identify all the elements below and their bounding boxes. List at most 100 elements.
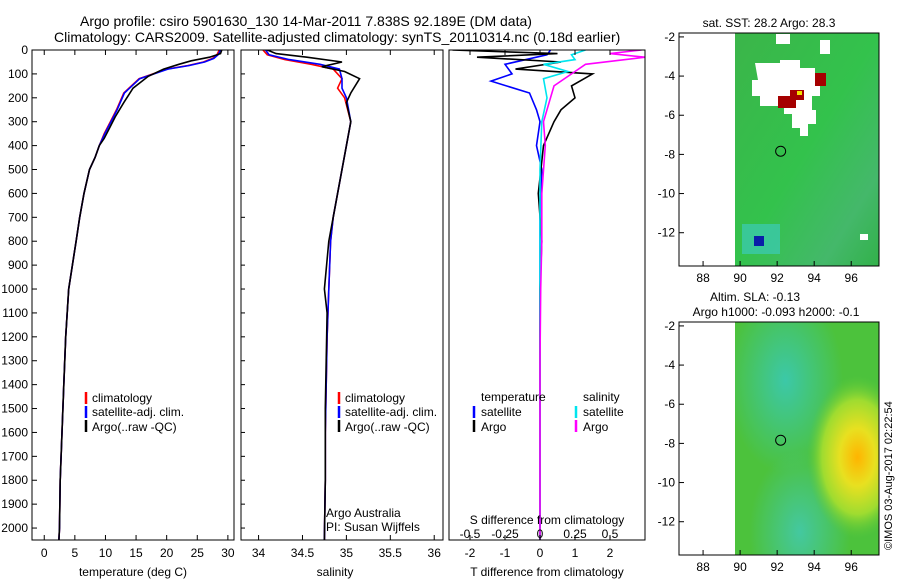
temperature-ytick-label: 1600	[1, 425, 28, 439]
sst_map-ytick-label: -4	[664, 69, 675, 83]
temperature-ytick-label: 900	[8, 258, 28, 272]
salinity-annotation-1: Argo Australia	[326, 506, 401, 520]
temperature-panel: 0100200300400500600700800900100011001200…	[1, 43, 235, 579]
sla_map-xtick-label: 96	[845, 560, 859, 574]
temperature-ytick-label: 1500	[1, 402, 28, 416]
temperature-ytick-label: 1000	[1, 282, 28, 296]
salinity-series-0	[262, 50, 352, 540]
temperature-ytick-label: 2000	[1, 521, 28, 535]
sst_map-xtick-label: 96	[845, 271, 859, 285]
temperature-series-2	[58, 50, 223, 540]
difference-legend-temp-satellite: satellite	[481, 405, 522, 419]
temperature-legend-argo: Argo(..raw -QC)	[92, 420, 177, 434]
temperature-ytick-label: 600	[8, 186, 28, 200]
difference-s-tick-label: 0.25	[563, 527, 587, 541]
temperature-ytick-label: 700	[8, 210, 28, 224]
temperature-xtick-label: 30	[221, 546, 235, 560]
title-line-2: Climatology: CARS2009. Satellite-adjuste…	[54, 29, 620, 45]
sst-map-frame	[678, 32, 880, 267]
sst-argo-marker	[775, 145, 787, 157]
sla_map-xtick-label: 90	[733, 560, 747, 574]
temperature-series-0	[58, 50, 221, 540]
salinity-series-1	[264, 50, 352, 540]
difference-frame	[448, 49, 646, 541]
title-line-1: Argo profile: csiro 5901630_130 14-Mar-2…	[80, 13, 532, 29]
salinity-panel: 34 34.5 35 35.5 36 salinity climatology sate…	[240, 49, 444, 579]
difference-xtick-label: 1	[572, 546, 579, 560]
sla_map-xtick-label: 92	[770, 560, 784, 574]
temperature-ytick-label: 1100	[2, 306, 28, 320]
temperature-xtick-label: 0	[41, 546, 48, 560]
temperature-ytick-label: 1700	[1, 449, 28, 463]
sst_map-xtick-label: 94	[808, 271, 822, 285]
sla_map-ytick-label: -2	[664, 319, 675, 333]
sst_map-ytick-label: -12	[658, 226, 676, 240]
sla_map-xtick-label: 94	[808, 560, 822, 574]
temperature-ytick-label: 1300	[1, 354, 28, 368]
sst_map-xtick-label: 90	[733, 271, 747, 285]
salinity-xlabel: salinity	[317, 565, 354, 579]
difference-s-tick-label: -0.5	[460, 527, 481, 541]
salinity-annotation-2: PI: Susan Wijffels	[326, 520, 420, 534]
temperature-legend-climatology: climatology	[92, 391, 152, 405]
sla-map-title: Altim. SLA: -0.13	[710, 290, 800, 304]
sla-map-subtitle: Argo h1000: -0.093 h2000: -0.1	[693, 305, 860, 319]
sst_map-xtick-label: 92	[770, 271, 784, 285]
salinity-xtick-label: 34.5	[291, 546, 315, 560]
difference-series-1	[452, 50, 596, 540]
salinity-frame	[240, 49, 444, 541]
salinity-legend-argo: Argo(..raw -QC)	[345, 420, 430, 434]
sla-map-frame	[678, 321, 880, 556]
temperature-ytick-label: 0	[21, 43, 28, 57]
sst-warm-patch	[778, 73, 826, 108]
sst-map-panel: sat. SST: 28.2 Argo: 28.3 -2 -4 -6 -8 -10 -12…	[658, 16, 880, 285]
temperature-ytick-label: 1900	[1, 497, 28, 511]
sla_map-ytick-label: -12	[658, 515, 676, 529]
difference-legend-temp-argo: Argo	[481, 420, 507, 434]
temperature-ytick-label: 500	[8, 163, 28, 177]
sst_map-ytick-label: -2	[664, 30, 675, 44]
salinity-legend: climatology satellite-adj. clim. Argo(..…	[337, 391, 437, 434]
difference-xlabel-top: S difference from climatology	[470, 513, 625, 527]
temperature-xlabel: temperature (deg C)	[79, 565, 187, 579]
difference-panel: -2 -1 0 1 2 -0.5 -0.25 0 0.25 0.5 S difference f…	[448, 49, 646, 579]
sst-cool-patch	[742, 224, 868, 254]
temperature-ytick-label: 800	[8, 234, 28, 248]
difference-series-2	[539, 50, 586, 540]
sla_map-ytick-label: -10	[658, 476, 676, 490]
sst_map-xtick-label: 88	[696, 271, 710, 285]
temperature-xtick-label: 20	[160, 546, 174, 560]
salinity-series-2	[266, 50, 361, 540]
temperature-legend-satellite: satellite-adj. clim.	[92, 405, 184, 419]
difference-legend-title-temperature: temperature	[481, 390, 546, 404]
sla_map-ytick-label: -8	[664, 436, 675, 450]
sla-high-anomaly	[735, 322, 879, 555]
difference-s-tick-label: -0.25	[491, 527, 519, 541]
temperature-frame	[31, 49, 235, 541]
temperature-legend: climatology satellite-adj. clim. Argo(..…	[84, 391, 184, 434]
sst_map-ytick-label: -8	[664, 147, 675, 161]
difference-xtick-label: -1	[500, 546, 511, 560]
temperature-ytick-label: 100	[8, 67, 28, 81]
difference-xtick-label: -2	[465, 546, 476, 560]
temperature-xtick-label: 5	[72, 546, 79, 560]
difference-series-3	[539, 50, 645, 540]
salinity-xtick-label: 35.5	[379, 546, 403, 560]
temperature-ytick-label: 300	[8, 115, 28, 129]
temperature-ytick-label: 1800	[1, 473, 28, 487]
sla-argo-marker	[775, 434, 787, 446]
salinity-xtick-label: 35	[340, 546, 354, 560]
difference-s-tick-label: 0.5	[602, 527, 619, 541]
temperature-xtick-label: 25	[191, 546, 205, 560]
temperature-ytick-label: 1200	[1, 330, 28, 344]
difference-legend-sal-satellite: satellite	[583, 405, 624, 419]
difference-legend: temperature salinity satellite Argo sate…	[472, 390, 624, 434]
temperature-ytick-label: 1400	[1, 378, 28, 392]
difference-legend-sal-argo: Argo	[583, 420, 609, 434]
sst_map-ytick-label: -10	[658, 187, 676, 201]
sst-map-title: sat. SST: 28.2 Argo: 28.3	[703, 16, 836, 30]
sla_map-ytick-label: -4	[664, 358, 675, 372]
difference-s-tick-label: 0	[537, 527, 544, 541]
sla_map-xtick-label: 88	[696, 560, 710, 574]
